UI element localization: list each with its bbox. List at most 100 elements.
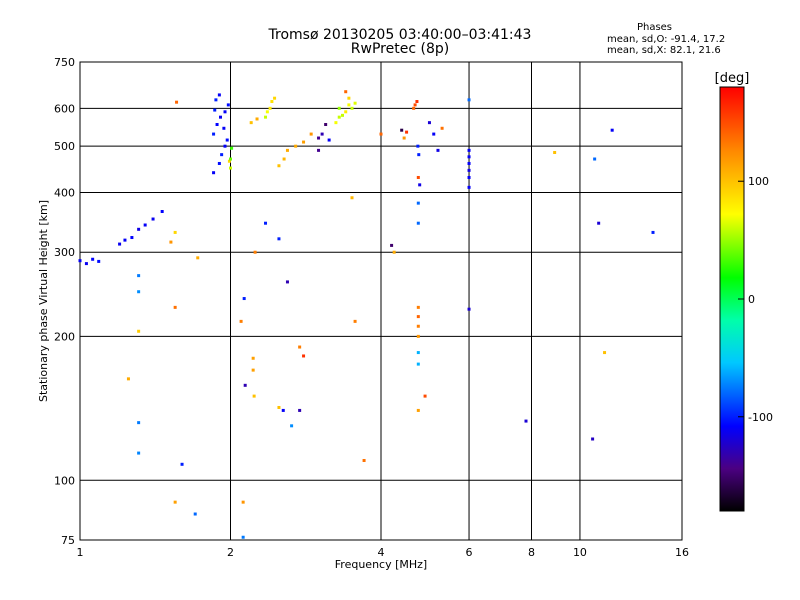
data-point (241, 500, 245, 504)
data-point (160, 210, 164, 214)
data-point (223, 110, 227, 114)
data-point (281, 408, 285, 412)
data-point (137, 227, 141, 231)
data-point (337, 106, 341, 110)
data-point (350, 196, 354, 200)
y-tick-label: 75 (61, 534, 75, 547)
data-point (290, 424, 294, 428)
data-point (302, 140, 306, 144)
data-point (255, 117, 259, 121)
data-point (137, 274, 141, 278)
data-point (324, 123, 328, 127)
data-point (412, 106, 416, 110)
data-point (432, 132, 436, 136)
data-point (219, 115, 223, 119)
x-tick-label: 2 (227, 546, 234, 559)
data-point (317, 148, 321, 152)
grid-lines (80, 62, 682, 540)
data-point (416, 305, 420, 309)
data-point (416, 201, 420, 205)
data-point (273, 96, 277, 100)
data-point (243, 383, 247, 387)
data-point (84, 262, 88, 266)
data-point (402, 136, 406, 140)
y-tick-label: 300 (54, 246, 75, 259)
data-point (417, 153, 421, 157)
data-point (196, 256, 200, 260)
data-point (126, 377, 130, 381)
data-point (78, 259, 82, 263)
data-point (353, 101, 357, 105)
x-tick-label: 8 (528, 546, 535, 559)
data-point (467, 168, 471, 172)
data-point (467, 155, 471, 159)
data-point (277, 164, 281, 168)
data-point (268, 106, 272, 110)
data-point (193, 512, 197, 516)
data-point (137, 421, 141, 425)
data-point (597, 221, 601, 225)
data-point (651, 230, 655, 234)
data-point (251, 356, 255, 360)
data-point (400, 128, 404, 132)
data-point (390, 243, 394, 247)
x-tick-label: 4 (378, 546, 385, 559)
plot-frame (79, 61, 683, 541)
data-point (392, 250, 396, 254)
data-point (379, 132, 383, 136)
data-point (270, 100, 274, 104)
data-point (302, 354, 306, 358)
data-point (327, 138, 331, 142)
data-point (340, 113, 344, 117)
data-point (298, 408, 302, 412)
data-point (405, 130, 409, 134)
data-point (416, 175, 420, 179)
data-point (252, 394, 256, 398)
data-point (413, 103, 417, 107)
data-point (353, 319, 357, 323)
data-point (213, 108, 217, 112)
data-point (225, 138, 229, 142)
data-point (264, 221, 268, 225)
data-point (143, 223, 147, 227)
y-tick-label: 400 (54, 186, 75, 199)
data-point (603, 351, 607, 355)
data-point (215, 123, 219, 127)
data-point (180, 462, 184, 466)
x-tick-label: 10 (573, 546, 587, 559)
data-point (251, 368, 255, 372)
data-points (78, 90, 655, 539)
y-axis-label: Stationary phase Virtual Height [km] (37, 200, 50, 402)
data-point (524, 419, 528, 423)
data-point (320, 132, 324, 136)
data-point (277, 405, 281, 409)
data-point (137, 290, 141, 294)
data-point (91, 257, 95, 261)
data-point (137, 451, 141, 455)
colorbar-tick-label: 100 (748, 175, 769, 188)
data-point (337, 115, 341, 119)
x-axis-label: Frequency [MHz] (335, 558, 427, 571)
chart-subtitle: RwPretec (8p) (350, 41, 450, 57)
data-point (229, 157, 232, 161)
data-point (344, 90, 348, 94)
data-point (416, 144, 420, 148)
data-point (239, 319, 243, 323)
data-point (227, 159, 231, 163)
data-point (229, 166, 232, 170)
data-point (173, 230, 177, 234)
data-point (151, 217, 155, 221)
x-axis-ticks: 1 2 4 6 8 10 16 (77, 546, 690, 559)
data-point (137, 329, 141, 333)
phase-line-o: mean, sd,O: -91.4, 17.2 (607, 34, 726, 45)
data-point (610, 128, 614, 132)
data-point (416, 408, 420, 412)
data-point (285, 148, 289, 152)
data-point (282, 157, 286, 161)
phase-line-x: mean, sd,X: 82.1, 21.6 (607, 45, 721, 56)
data-point (241, 535, 245, 539)
data-point (334, 121, 338, 125)
colorbar-ticks: -100 0 100 (738, 175, 773, 424)
data-point (242, 297, 246, 301)
